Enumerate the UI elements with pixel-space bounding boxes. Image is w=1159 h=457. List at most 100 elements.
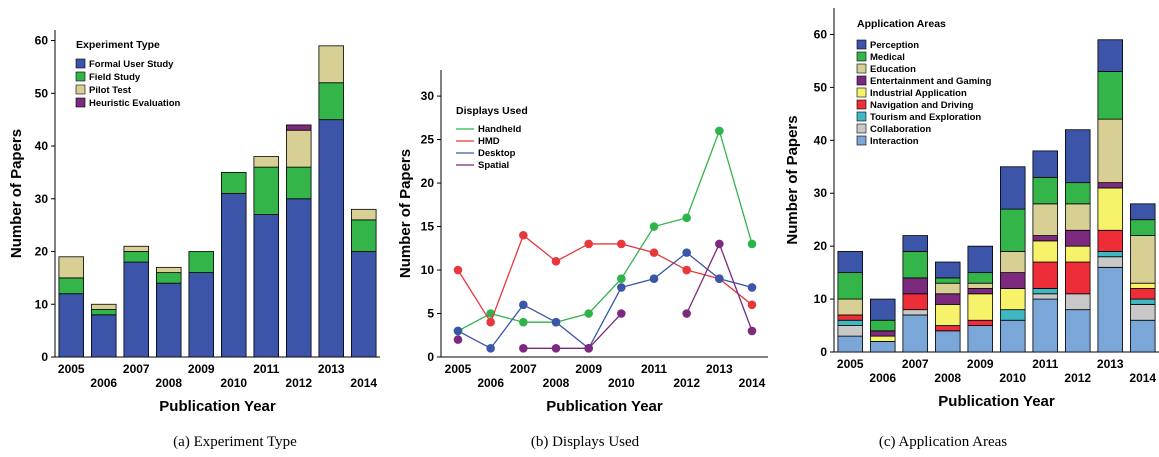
y-tick-label: 50 <box>35 86 49 100</box>
bar-segment <box>1032 261 1059 289</box>
bar-segment <box>837 335 864 353</box>
bar-segment <box>253 156 279 168</box>
bar-segment <box>1000 309 1026 321</box>
bar-segment <box>155 266 182 274</box>
bar-segment <box>123 245 150 252</box>
bar-segment <box>902 235 929 252</box>
legend-swatch <box>856 111 867 122</box>
x-tick-label: 2012 <box>1064 371 1091 385</box>
bar-segment <box>285 198 312 358</box>
data-point <box>453 265 463 275</box>
y-tick-label: 30 <box>814 186 828 200</box>
data-point <box>519 230 528 240</box>
bar-segment <box>1130 282 1156 289</box>
x-tick-label: 2013 <box>1097 357 1124 371</box>
bar-segment <box>935 303 961 326</box>
y-tick-label: 60 <box>35 34 49 48</box>
bar-segment <box>285 124 312 131</box>
bar-segment <box>967 245 994 274</box>
data-point <box>682 265 691 275</box>
bar-segment <box>1065 293 1091 311</box>
bar-segment <box>1000 166 1026 210</box>
data-point <box>584 344 593 353</box>
y-tick-label: 40 <box>35 139 49 153</box>
y-axis-label: Number of Papers <box>784 115 801 244</box>
legend-entry: Desktop <box>478 148 516 159</box>
bar-segment <box>1065 309 1091 353</box>
bar-segment <box>1130 303 1156 321</box>
legend-entry: Education <box>870 64 916 75</box>
x-tick-label: 2005 <box>837 357 864 371</box>
x-tick-label: 2010 <box>999 371 1026 385</box>
y-tick-label: 25 <box>421 133 435 147</box>
data-point <box>453 335 463 344</box>
bar-segment <box>1130 288 1156 300</box>
x-tick-label: 2014 <box>350 376 377 390</box>
x-tick-label: 2014 <box>1129 371 1156 385</box>
x-tick-label: 2008 <box>543 376 570 390</box>
legend-entry: Perception <box>870 40 919 51</box>
x-tick-label: 2005 <box>445 362 472 376</box>
x-tick-label: 2009 <box>967 357 994 371</box>
y-tick-label: 10 <box>421 263 435 277</box>
x-axis-label: Publication Year <box>159 398 276 415</box>
data-point <box>715 274 724 284</box>
bar-segment <box>318 119 344 358</box>
bar-segment <box>902 277 929 295</box>
legend-swatch <box>75 84 86 95</box>
y-tick-label: 40 <box>814 133 828 147</box>
caption-a: (a) Experiment Type <box>173 434 297 450</box>
bar-segment <box>967 319 994 326</box>
y-tick-label: 20 <box>35 245 49 259</box>
series-line <box>457 234 753 324</box>
bar-segment <box>1065 245 1091 263</box>
y-tick-label: 5 <box>427 307 434 321</box>
legend-swatch <box>856 123 867 134</box>
legend-swatch <box>856 99 867 110</box>
bar-segment <box>1032 150 1059 178</box>
y-tick-label: 50 <box>814 80 828 94</box>
legend-entry: Formal User Study <box>89 59 174 70</box>
legend-swatch <box>856 135 867 146</box>
bar-segment <box>1065 129 1091 184</box>
bar-segment <box>837 251 864 274</box>
x-tick-label: 2006 <box>869 371 896 385</box>
bar-segment <box>935 293 961 305</box>
data-point <box>453 326 463 336</box>
bar-segment <box>1097 256 1124 268</box>
bar-segment <box>285 129 312 168</box>
x-tick-label: 2007 <box>123 362 150 376</box>
series-line <box>457 251 753 350</box>
x-tick-label: 2011 <box>253 362 279 376</box>
y-tick-label: 0 <box>820 345 827 359</box>
data-point <box>551 317 561 327</box>
panel-experiment-type: (a) Experiment Type 0 10 20 30 40 50 60 2005 200… <box>8 30 380 450</box>
x-tick-label: 2006 <box>90 376 117 390</box>
bar-segment <box>837 314 864 321</box>
bar-segment <box>123 261 150 358</box>
bar-segment <box>967 288 994 295</box>
legend-entry: Industrial Application <box>870 88 967 99</box>
bar-segment <box>837 319 864 326</box>
bar-segment <box>1097 266 1124 353</box>
bar-segment <box>1065 203 1091 231</box>
legend-entry: Spatial <box>478 160 509 171</box>
bar-segment <box>902 314 929 353</box>
bar-segment <box>1000 251 1026 274</box>
y-tick-label: 10 <box>35 297 49 311</box>
bar-segment <box>1000 319 1026 353</box>
bar-segment <box>935 325 961 332</box>
bar-segment <box>902 251 929 279</box>
bar-segment <box>967 282 994 289</box>
bar-segment <box>1032 240 1059 263</box>
bar-segment <box>220 172 247 194</box>
x-tick-label: 2012 <box>285 376 312 390</box>
data-point <box>617 283 626 292</box>
data-point <box>747 239 757 249</box>
legend-entry: Entertainment and Gaming <box>870 76 992 87</box>
y-tick-label: 60 <box>814 27 828 41</box>
x-tick-label: 2013 <box>318 362 345 376</box>
bar-segment <box>350 208 377 221</box>
legend-swatch <box>75 97 86 108</box>
